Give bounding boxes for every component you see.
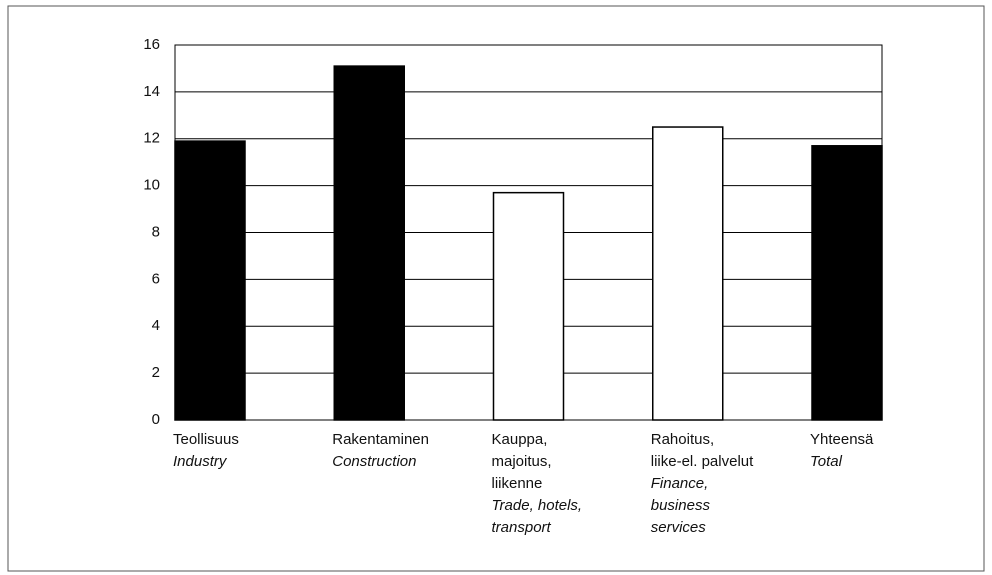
y-tick-label: 4 bbox=[152, 317, 160, 334]
x-tick-label: Rahoitus, bbox=[651, 431, 714, 448]
y-tick-label: 6 bbox=[152, 270, 160, 287]
x-tick-label-en: Trade, hotels, bbox=[492, 497, 583, 514]
bar bbox=[174, 140, 246, 421]
x-tick-label-en: Industry bbox=[173, 453, 228, 470]
x-tick-label: Teollisuus bbox=[173, 431, 239, 448]
y-tick-label: 16 bbox=[143, 36, 160, 53]
x-tick-label: Yhteensä bbox=[810, 431, 874, 448]
x-tick-label: Rakentaminen bbox=[332, 431, 429, 448]
y-tick-label: 8 bbox=[152, 223, 160, 240]
x-tick-label-en: Total bbox=[810, 453, 843, 470]
x-tick-label: liikenne bbox=[492, 475, 543, 492]
bar bbox=[333, 65, 405, 421]
x-tick-label-en: transport bbox=[492, 519, 552, 536]
bar bbox=[811, 145, 883, 421]
x-tick-label-en: Finance, bbox=[651, 475, 709, 492]
x-tick-label-en: services bbox=[651, 519, 707, 536]
bar bbox=[492, 191, 565, 421]
x-tick-label: Kauppa, bbox=[492, 431, 548, 448]
frame bbox=[7, 5, 985, 572]
y-tick-label: 2 bbox=[152, 364, 160, 381]
x-tick-label-en: business bbox=[651, 497, 711, 514]
y-tick-label: 12 bbox=[143, 130, 160, 147]
y-tick-label: 14 bbox=[143, 83, 160, 100]
x-tick-label: liike-el. palvelut bbox=[651, 453, 754, 470]
y-tick-label: 10 bbox=[143, 177, 160, 194]
x-tick-label-en: Construction bbox=[332, 453, 416, 470]
y-tick-label: 0 bbox=[152, 411, 160, 428]
x-tick-label: majoitus, bbox=[492, 453, 552, 470]
bar bbox=[652, 126, 724, 421]
